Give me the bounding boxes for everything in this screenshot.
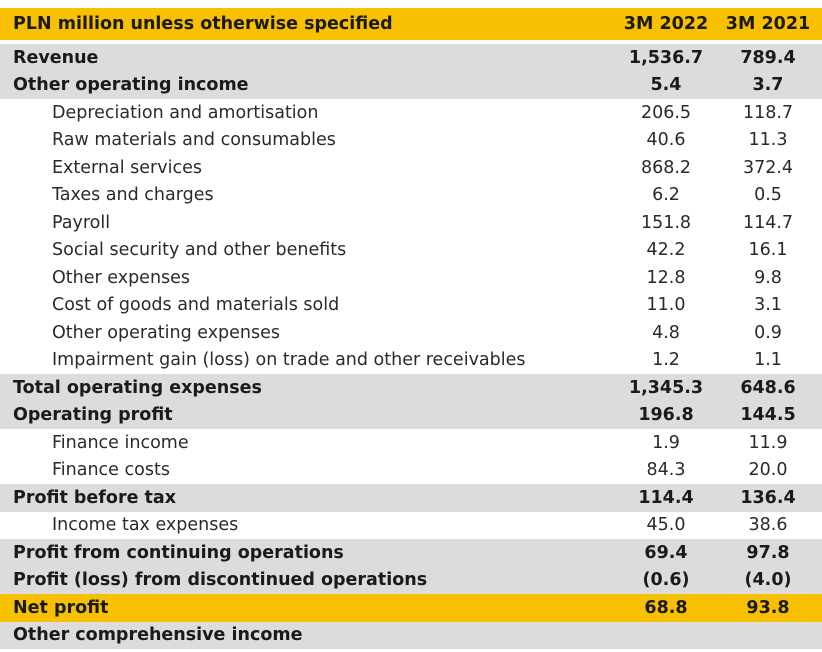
table-row: Other operating expenses 4.8 0.9: [0, 319, 822, 347]
row-label: Raw materials and consumables: [52, 130, 336, 151]
value-3m-2021: 144.5: [740, 405, 796, 426]
table-row: Depreciation and amortisation 206.5 118.7: [0, 99, 822, 127]
table-row: External services 868.2 372.4: [0, 154, 822, 182]
value-3m-2022: 151.8: [640, 212, 692, 233]
value-3m-2021: 11.9: [748, 432, 788, 453]
value-3m-2022: 1.9: [652, 432, 680, 453]
value-3m-2021: 16.1: [748, 240, 788, 261]
table-row: Social security and other benefits 42.2 16…: [0, 236, 822, 264]
value-3m-2022: 114.4: [638, 487, 694, 508]
table-header-row: PLN million unless otherwise specified 3…: [0, 8, 822, 40]
row-label: Total operating expenses: [13, 377, 262, 398]
table-row: Other comprehensive income: [0, 621, 822, 649]
value-3m-2022: 68.8: [644, 597, 688, 618]
row-label: Finance costs: [52, 460, 170, 481]
row-label: Depreciation and amortisation: [52, 102, 319, 123]
value-3m-2022: 45.0: [646, 515, 686, 536]
value-3m-2022: 84.3: [646, 460, 686, 481]
row-label: Social security and other benefits: [52, 240, 347, 261]
table-row: Taxes and charges 6.2 0.5: [0, 181, 822, 209]
value-3m-2021: 136.4: [740, 487, 796, 508]
row-label: Revenue: [13, 47, 99, 68]
value-3m-2021: 114.7: [742, 212, 794, 233]
value-3m-2022: 11.0: [646, 295, 686, 316]
value-3m-2021: 0.5: [754, 185, 782, 206]
value-3m-2021: 20.0: [748, 460, 788, 481]
row-label: Profit (loss) from discontinued operatio…: [13, 570, 428, 591]
value-3m-2022: 1,345.3: [628, 377, 704, 398]
table-row: Total operating expenses 1,345.3 648.6: [0, 374, 822, 402]
row-label: External services: [52, 157, 202, 178]
table-row: Profit from continuing operations 69.4 97.…: [0, 539, 822, 567]
value-3m-2022: 196.8: [638, 405, 694, 426]
value-3m-2021: 648.6: [740, 377, 796, 398]
value-3m-2021: 118.7: [742, 102, 794, 123]
row-label: Payroll: [52, 212, 111, 233]
value-3m-2022: 6.2: [652, 185, 680, 206]
header-col-3m-2021: 3M 2021: [725, 14, 811, 34]
value-3m-2021: 97.8: [746, 542, 790, 563]
value-3m-2021: 93.8: [746, 597, 790, 618]
value-3m-2022: (0.6): [642, 570, 690, 591]
value-3m-2022: 1,536.7: [628, 47, 704, 68]
value-3m-2021: 11.3: [748, 130, 788, 151]
row-label: Income tax expenses: [52, 515, 239, 536]
row-label: Operating profit: [13, 405, 173, 426]
value-3m-2022: 206.5: [640, 102, 692, 123]
value-3m-2021: 38.6: [748, 515, 788, 536]
table-row: Impairment gain (loss) on trade and othe…: [0, 346, 822, 374]
row-label: Other comprehensive income: [13, 625, 303, 646]
value-3m-2021: 1.1: [754, 350, 782, 371]
value-3m-2021: 3.1: [754, 295, 782, 316]
row-label: Other operating expenses: [52, 322, 281, 343]
value-3m-2021: 9.8: [754, 267, 782, 288]
header-col-3m-2022: 3M 2022: [623, 14, 709, 34]
header-label: PLN million unless otherwise specified: [13, 14, 393, 34]
value-3m-2021: 0.9: [754, 322, 782, 343]
row-label: Other operating income: [13, 75, 249, 96]
table-body: Revenue 1,536.7 789.4 Other operating incom…: [0, 44, 822, 649]
table-row: Operating profit 196.8 144.5: [0, 401, 822, 429]
table-row: Other operating income 5.4 3.7: [0, 71, 822, 99]
table-row: Cost of goods and materials sold 11.0 3.1: [0, 291, 822, 319]
table-row: Revenue 1,536.7 789.4: [0, 44, 822, 72]
value-3m-2022: 40.6: [646, 130, 686, 151]
table-row: Raw materials and consumables 40.6 11.3: [0, 126, 822, 154]
table-row: Net profit 68.8 93.8: [0, 594, 822, 622]
row-label: Profit before tax: [13, 487, 176, 508]
value-3m-2022: 868.2: [640, 157, 692, 178]
value-3m-2022: 42.2: [646, 240, 686, 261]
table-row: Payroll 151.8 114.7: [0, 209, 822, 237]
row-label: Cost of goods and materials sold: [52, 295, 340, 316]
table-row: Finance income 1.9 11.9: [0, 429, 822, 457]
value-3m-2022: 4.8: [652, 322, 680, 343]
row-label: Impairment gain (loss) on trade and othe…: [52, 350, 526, 371]
row-label: Profit from continuing operations: [13, 542, 344, 563]
value-3m-2021: (4.0): [744, 570, 792, 591]
value-3m-2022: 69.4: [644, 542, 688, 563]
table-row: Other expenses 12.8 9.8: [0, 264, 822, 292]
row-label: Net profit: [13, 597, 109, 618]
table-row: Income tax expenses 45.0 38.6: [0, 511, 822, 539]
row-label: Taxes and charges: [52, 185, 214, 206]
table-row: Finance costs 84.3 20.0: [0, 456, 822, 484]
row-label: Other expenses: [52, 267, 191, 288]
value-3m-2021: 372.4: [742, 157, 794, 178]
table-row: Profit before tax 114.4 136.4: [0, 484, 822, 512]
value-3m-2021: 3.7: [752, 75, 784, 96]
value-3m-2022: 5.4: [650, 75, 682, 96]
value-3m-2022: 1.2: [652, 350, 680, 371]
value-3m-2022: 12.8: [646, 267, 686, 288]
table-row: Profit (loss) from discontinued operatio…: [0, 566, 822, 594]
row-label: Finance income: [52, 432, 189, 453]
value-3m-2021: 789.4: [740, 47, 796, 68]
